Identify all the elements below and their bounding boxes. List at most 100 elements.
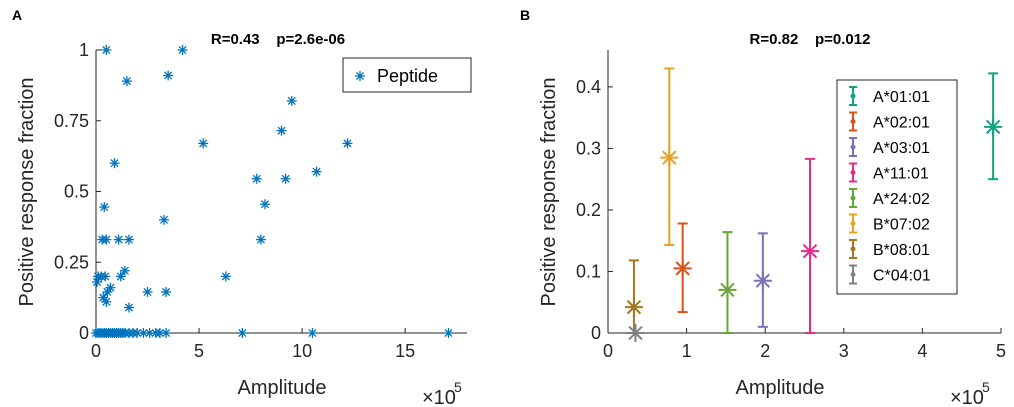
panel-a-legend-box <box>342 57 472 93</box>
panel-a-legend-label: Peptide <box>377 66 438 86</box>
legend-dot <box>850 93 856 99</box>
data-point <box>101 45 112 55</box>
data-point <box>101 296 112 307</box>
data-point-d2 <box>102 235 111 244</box>
legend-entry: B*08:01 <box>849 239 930 259</box>
data-point <box>98 292 109 303</box>
panel-b-xtick-label: 3 <box>839 341 849 361</box>
data-point-d2 <box>256 235 265 244</box>
legend-entry: C*04:01 <box>849 264 931 285</box>
data-point <box>123 234 134 245</box>
panel-a-multiplier-exp: 5 <box>454 379 462 395</box>
data-point <box>342 138 353 149</box>
data-point-d2 <box>238 328 247 338</box>
data-point-d2 <box>145 328 154 338</box>
data-point-d2 <box>122 77 131 86</box>
legend-label: A*02:01 <box>873 115 930 132</box>
legend-label: A*03:01 <box>873 140 930 157</box>
panel-a-plot-area: 0 5 10 15 0 0.25 0.5 0.75 1 <box>54 40 467 361</box>
panel-b-ylabel: Positive response fraction <box>538 77 560 306</box>
data-point-d2 <box>101 272 110 281</box>
data-point-d2 <box>252 174 261 183</box>
legend-dot <box>850 195 856 201</box>
legend-entry: A*02:01 <box>849 111 930 132</box>
data-point <box>280 173 291 184</box>
data-point <box>237 328 248 338</box>
legend-label: C*04:01 <box>873 268 931 285</box>
error-bar-point <box>624 259 643 334</box>
legend-label: A*01:01 <box>873 89 930 106</box>
legend-label: B*07:02 <box>873 217 930 234</box>
data-point <box>105 282 116 293</box>
data-point-d2 <box>802 243 818 259</box>
data-point <box>286 95 297 106</box>
legend-dot <box>850 144 856 150</box>
panel-b-ytick-label: 0.2 <box>576 200 601 220</box>
data-point <box>109 158 120 169</box>
data-point-d2 <box>102 297 111 306</box>
legend-entry: A*24:02 <box>849 188 930 208</box>
panel-b-x-multiplier: ×10 5 <box>950 379 990 407</box>
data-point <box>92 277 103 288</box>
error-bar-point <box>753 232 772 328</box>
data-point <box>121 76 132 87</box>
data-point-d2 <box>106 283 115 292</box>
data-point-d2 <box>124 235 134 244</box>
data-point <box>198 138 209 149</box>
panel-a-label: A <box>12 7 22 23</box>
panel-a-ytick-label: 1 <box>79 40 89 60</box>
legend-dot <box>850 170 856 175</box>
panel-a-xtick-label: 10 <box>292 341 312 361</box>
panel-b-ytick-label: 0.3 <box>576 138 601 158</box>
panel-b-ytick-label: 0.1 <box>576 261 601 281</box>
data-point <box>660 148 679 167</box>
legend-entry: B*07:02 <box>849 213 930 234</box>
legend-dot <box>850 272 856 277</box>
data-point <box>753 271 772 290</box>
legend-dot <box>850 221 856 226</box>
panel-b-points <box>624 67 1003 342</box>
panel-a-ytick-label: 0.5 <box>64 182 89 202</box>
panel-b-xtick-label: 0 <box>603 341 613 361</box>
panel-b: B R=0.82 p=0.012 Amplitude Positive resp… <box>520 7 1006 407</box>
panel-a-xtick-label: 5 <box>194 341 204 361</box>
panel-b-multiplier-exp: 5 <box>982 379 990 395</box>
data-point-d2 <box>985 119 1001 135</box>
data-point-d2 <box>662 150 677 165</box>
data-point <box>307 328 318 338</box>
data-point-d2 <box>343 139 352 148</box>
data-point <box>159 214 170 225</box>
data-point <box>163 70 174 81</box>
data-point <box>102 286 113 297</box>
data-point-d2 <box>628 325 643 341</box>
panel-b-multiplier-base: ×10 <box>950 387 984 407</box>
panel-b-legend: A*01:01 A*02:01 A*03:01 A*11:01 A*24:02 B*07:… <box>836 79 958 295</box>
panel-a-xlabel: Amplitude <box>238 377 327 399</box>
panel-a-legend: Peptide <box>342 57 472 93</box>
panel-a-multiplier-base: ×10 <box>422 387 456 407</box>
data-point-d2 <box>675 261 690 276</box>
data-point-d2 <box>124 303 134 312</box>
data-point-d2 <box>139 328 148 338</box>
data-point <box>115 271 126 282</box>
data-point <box>142 286 153 297</box>
data-point <box>624 298 643 317</box>
data-point <box>100 271 111 282</box>
legend-label: B*08:01 <box>873 242 930 259</box>
data-point <box>311 166 322 177</box>
data-point <box>984 117 1003 136</box>
data-point <box>99 202 110 213</box>
panel-b-label: B <box>520 7 530 23</box>
data-point-d2 <box>114 235 123 244</box>
data-point-d2 <box>287 96 296 105</box>
data-point-d2 <box>626 299 642 315</box>
panel-a-x-multiplier: ×10 5 <box>422 379 462 407</box>
data-point-d2 <box>164 71 173 80</box>
panel-a-ytick-label: 0.25 <box>54 252 89 272</box>
data-point <box>276 125 287 136</box>
data-point <box>113 234 124 245</box>
data-point <box>255 234 266 245</box>
data-point-d2 <box>277 126 286 135</box>
data-point-d2 <box>308 328 317 338</box>
